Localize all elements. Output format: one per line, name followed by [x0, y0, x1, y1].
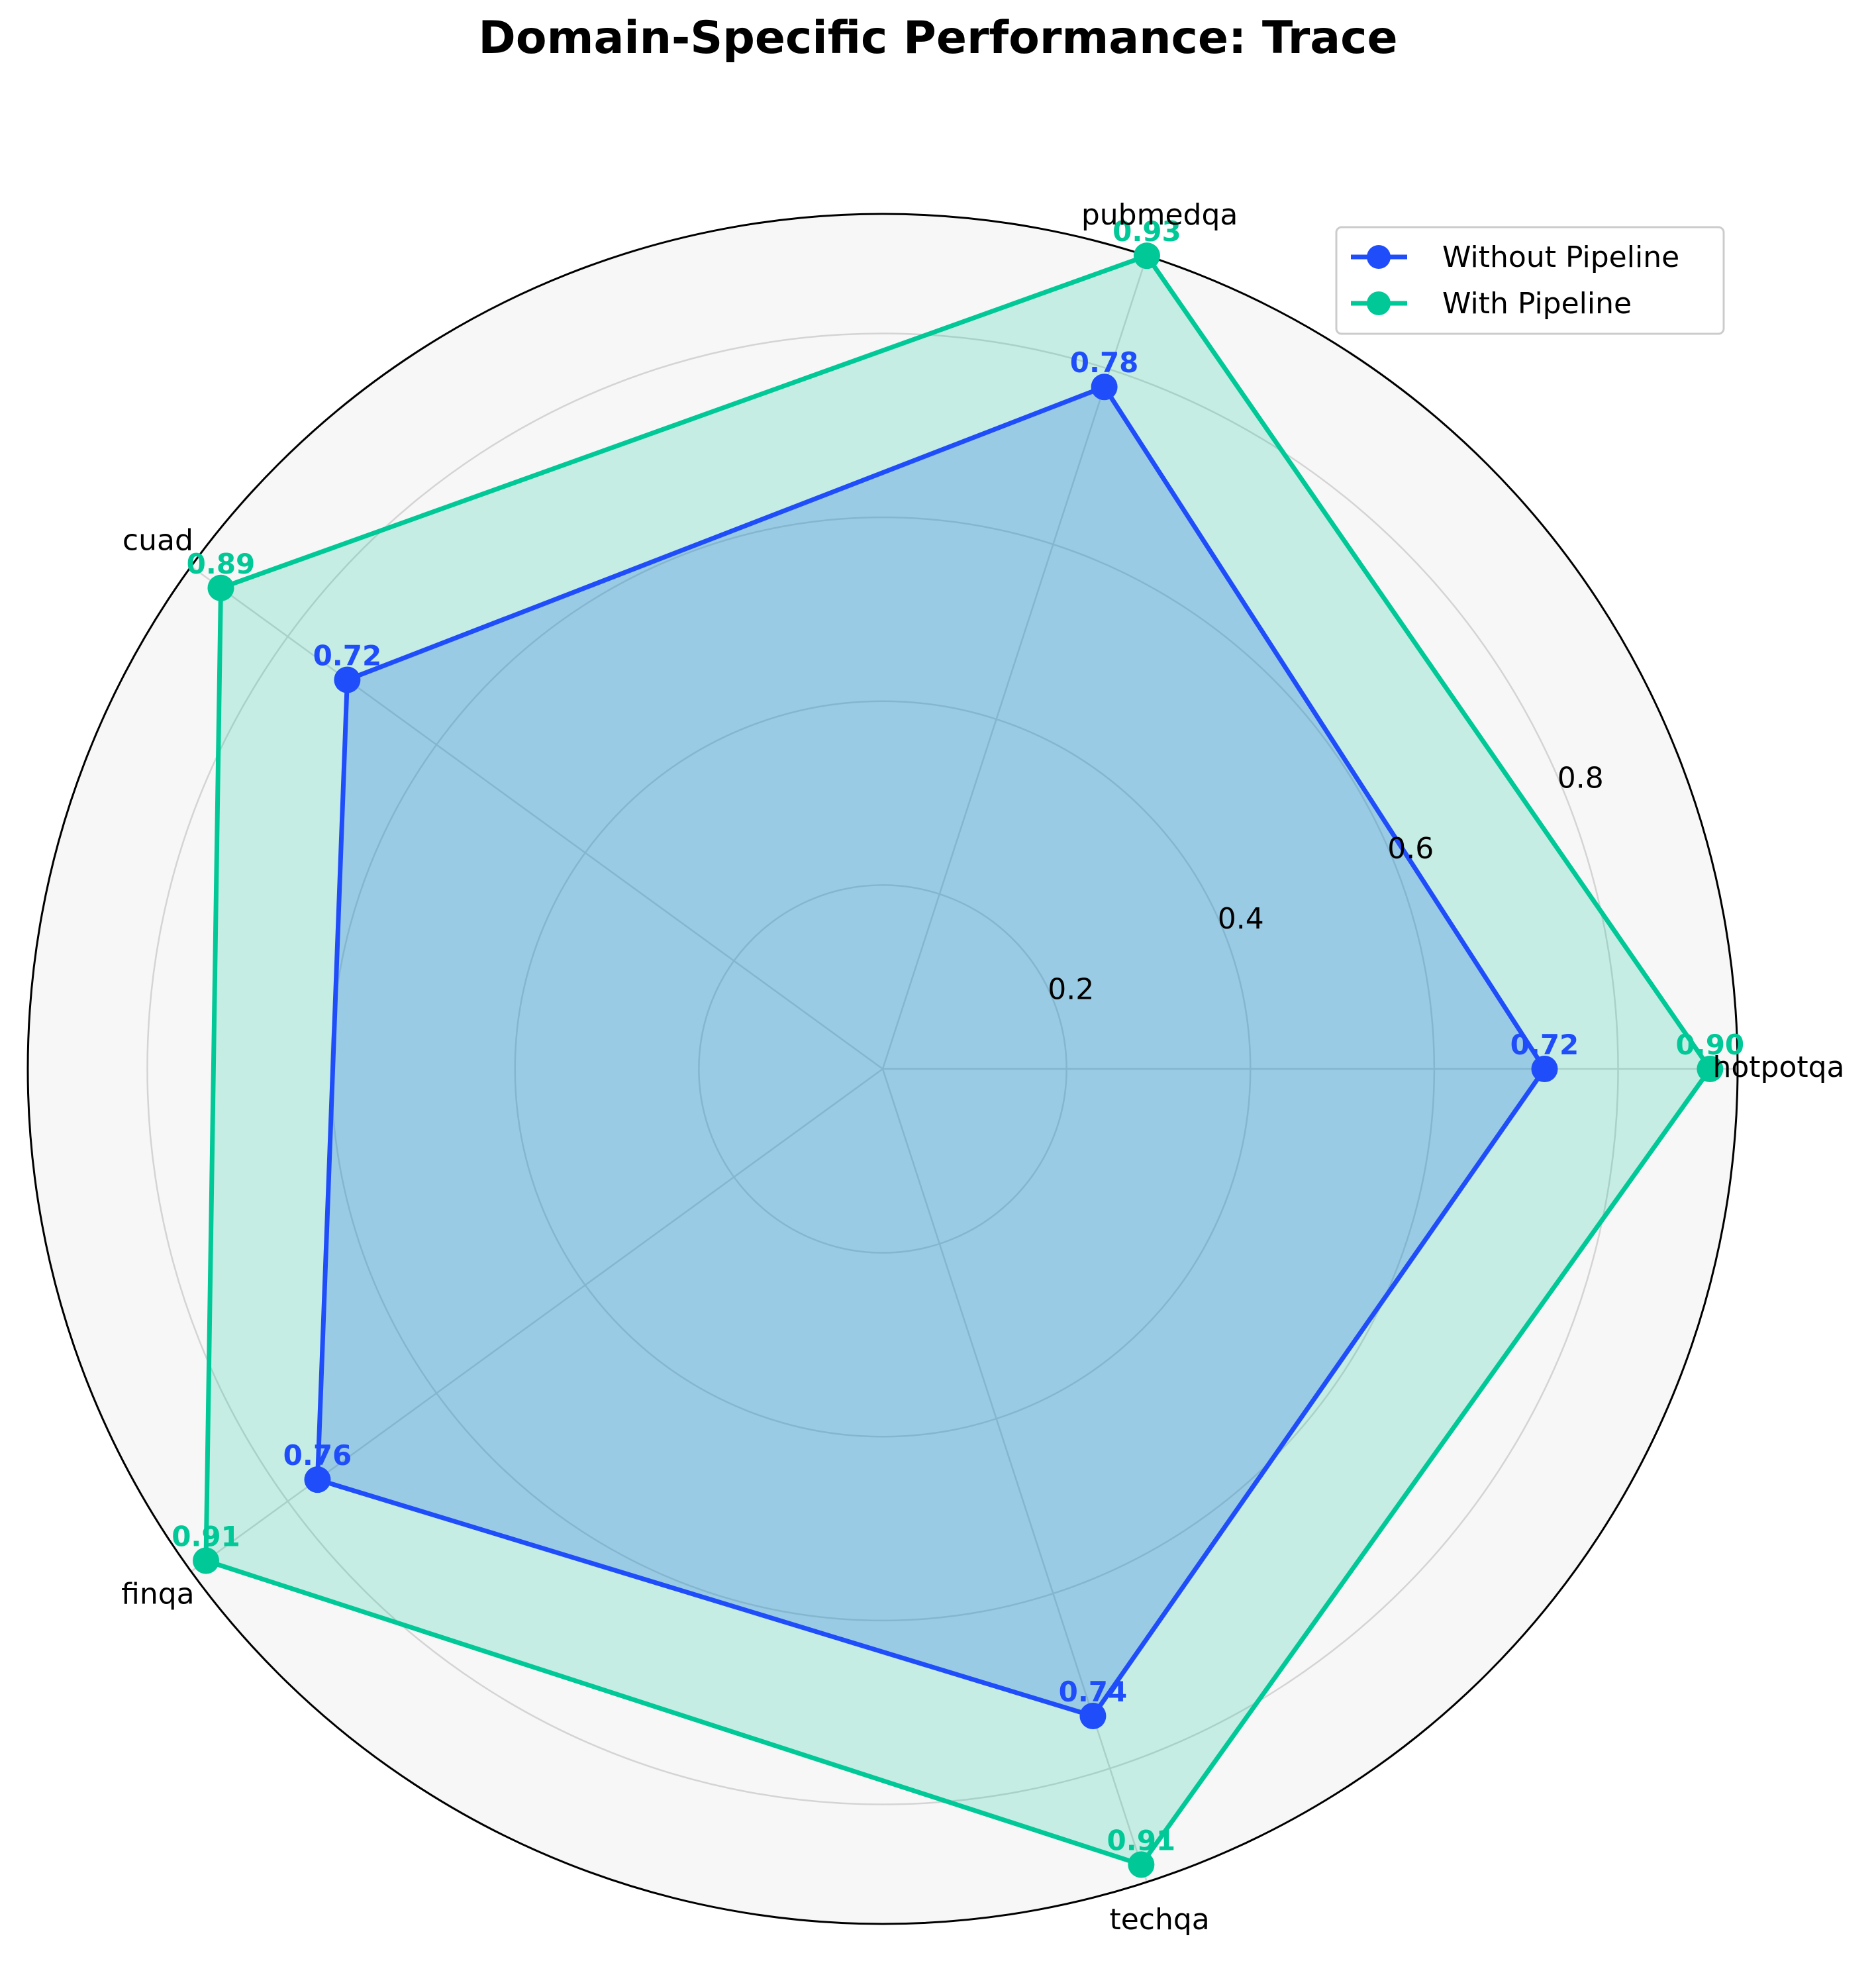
series-layer [193, 242, 1724, 1878]
data-point[interactable] [207, 574, 234, 601]
data-label: 0.90 [1676, 1029, 1745, 1061]
grid-spoke [190, 1068, 883, 1572]
data-point[interactable] [1133, 242, 1160, 270]
category-label: techqa [1109, 1903, 1209, 1937]
data-label: 0.76 [283, 1439, 352, 1472]
radial-tick-label: 0.2 [1048, 972, 1094, 1006]
data-label: 0.72 [1510, 1029, 1579, 1061]
legend[interactable]: Without Pipeline With Pipeline [1335, 226, 1725, 335]
series-fill [206, 256, 1710, 1865]
series-line [315, 384, 1547, 1719]
legend-label-without: Without Pipeline [1442, 240, 1679, 274]
grid-spoke [881, 1068, 1148, 1883]
data-labels: 0.72 0.78 0.72 0.76 0.74 0.90 0.93 0.89 0.91 0.91 [172, 215, 1744, 1856]
data-label: 0.91 [172, 1521, 240, 1553]
grid-spoke [190, 566, 883, 1070]
data-label: 0.72 [313, 640, 382, 672]
data-point[interactable] [334, 666, 361, 693]
chart-title: Domain-Specific Performance: Trace [478, 12, 1398, 64]
legend-marker-without [1367, 245, 1391, 269]
legend-label-with: With Pipeline [1442, 287, 1632, 321]
grid [26, 213, 1739, 1925]
data-point[interactable] [1697, 1056, 1724, 1082]
category-label: cuad [123, 524, 193, 558]
category-label: hotpotqa [1712, 1050, 1844, 1084]
legend-frame [1335, 226, 1725, 335]
data-point[interactable] [1079, 1702, 1107, 1729]
series-line [203, 253, 1712, 1867]
data-point[interactable] [1128, 1851, 1155, 1878]
outer-frame [26, 213, 1739, 1925]
data-label: 0.91 [1107, 1824, 1176, 1856]
legend-marker-with [1367, 291, 1391, 315]
data-point[interactable] [1091, 374, 1118, 401]
radial-tick-label: 0.4 [1218, 902, 1264, 936]
axis-labels: 0.2 0.4 0.6 0.8 hotpotqa pubmedqa cuad finqa tec… [121, 198, 1844, 1937]
series-fill [317, 387, 1545, 1717]
radial-tick-label: 0.8 [1557, 762, 1604, 795]
data-label: 0.89 [187, 548, 256, 580]
radial-tick-label: 0.6 [1387, 832, 1434, 866]
data-label: 0.78 [1070, 346, 1139, 379]
category-label: finqa [121, 1577, 195, 1611]
data-point[interactable] [1531, 1056, 1558, 1082]
category-label: pubmedqa [1081, 198, 1238, 232]
data-label: 0.74 [1059, 1676, 1128, 1708]
data-point[interactable] [304, 1466, 331, 1493]
data-point[interactable] [193, 1547, 220, 1574]
data-label: 0.93 [1112, 215, 1181, 248]
